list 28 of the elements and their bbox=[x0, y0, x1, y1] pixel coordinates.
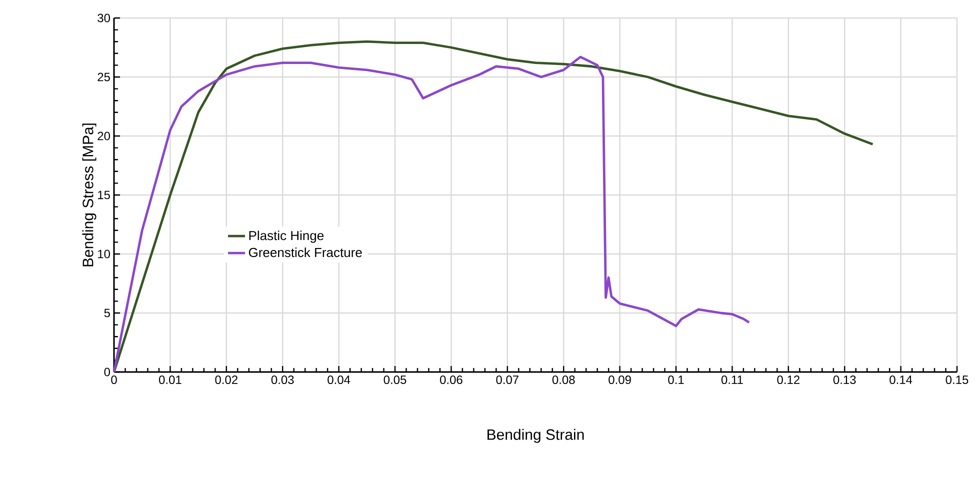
x-tick-label: 0.01 bbox=[158, 376, 182, 384]
legend-label: Plastic Hinge bbox=[249, 230, 324, 243]
x-tick-label: 0.09 bbox=[608, 376, 631, 384]
x-tick-label: 0.02 bbox=[215, 376, 238, 384]
x-tick-label: 0.11 bbox=[721, 376, 743, 384]
x-tick-label: 0.13 bbox=[833, 376, 856, 384]
x-axis-title: Bending Strain bbox=[488, 428, 584, 443]
legend-label: Greenstick Fracture bbox=[248, 248, 362, 258]
x-tick-label: 0 bbox=[111, 376, 117, 384]
x-tick-label: 0.15 bbox=[946, 376, 968, 384]
y-tick-label: 25 bbox=[98, 72, 110, 82]
y-tick-label: 0 bbox=[104, 368, 110, 376]
y-tick-label: 15 bbox=[98, 190, 110, 200]
x-tick-label: 0.1 bbox=[668, 376, 684, 384]
x-tick-label: 0.05 bbox=[384, 376, 406, 384]
x-tick-label: 0.14 bbox=[890, 376, 912, 384]
y-tick-label: 20 bbox=[98, 132, 110, 140]
x-tick-label: 0.04 bbox=[328, 376, 350, 384]
x-tick-label: 0.06 bbox=[440, 376, 462, 384]
x-tick-label: 0.08 bbox=[552, 376, 575, 384]
y-tick-label: 10 bbox=[98, 250, 110, 258]
y-axis-title: Bending Stress [MPa] bbox=[82, 124, 96, 266]
y-tick-label: 5 bbox=[104, 308, 110, 318]
x-tick-label: 0.12 bbox=[777, 376, 800, 384]
line-series bbox=[112, 56, 750, 374]
x-tick-label: 0.07 bbox=[496, 376, 518, 384]
y-tick-label: 30 bbox=[98, 14, 110, 22]
x-tick-label: 0.03 bbox=[271, 376, 294, 384]
